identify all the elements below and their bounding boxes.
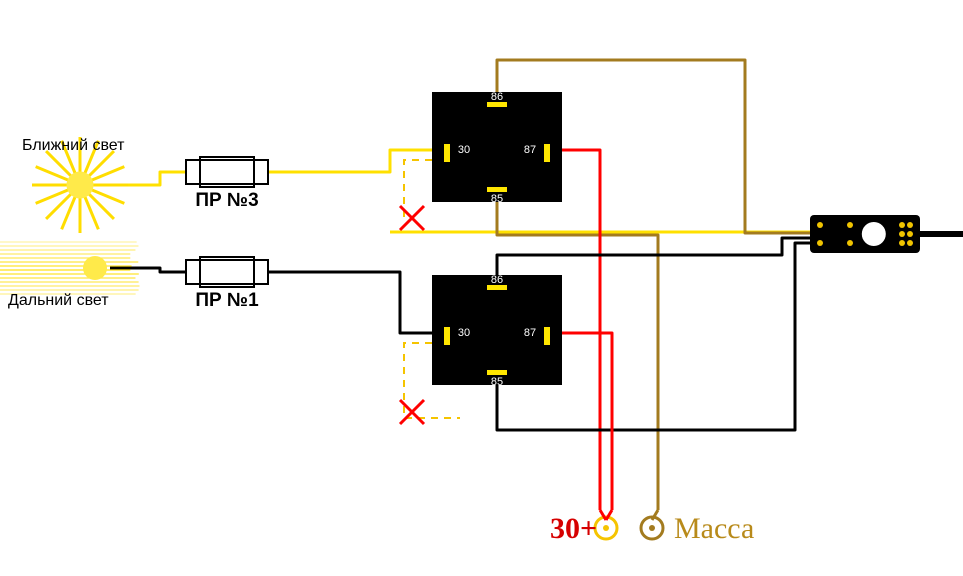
pin-87: 87: [524, 144, 536, 156]
light-low-label: Ближний свет: [22, 137, 125, 154]
pin-86: 86: [491, 274, 503, 286]
pin-85: 85: [491, 193, 503, 205]
label-ground: Масса: [674, 512, 754, 545]
fuse-3-label: ПР №3: [195, 190, 258, 211]
light-high-label: Дальний свет: [8, 292, 109, 309]
fuse-1-label: ПР №1: [195, 290, 259, 311]
pin-85: 85: [491, 376, 503, 388]
pin-86: 86: [491, 91, 503, 103]
label-power: 30+: [550, 512, 597, 545]
pin-87: 87: [524, 327, 536, 339]
headlight-switch: [810, 215, 920, 253]
pin-30: 30: [458, 144, 470, 156]
wiring-diagram: 86 85 30 87 86 85 30 87 ПР №3 ПР №1 Ближний свет Да…: [0, 0, 963, 576]
pin-30: 30: [458, 327, 470, 339]
relay-top: 86 85 30 87: [432, 91, 562, 205]
relay-bottom: 86 85 30 87: [432, 274, 562, 388]
